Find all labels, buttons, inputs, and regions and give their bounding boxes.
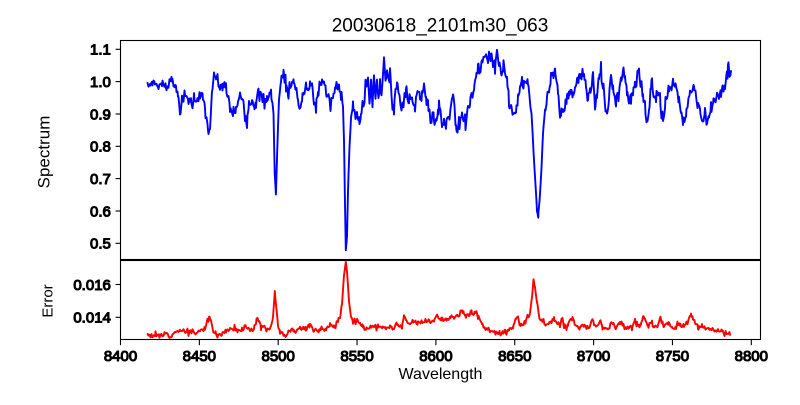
svg-text:Wavelength: Wavelength xyxy=(399,366,483,383)
svg-text:0.7: 0.7 xyxy=(90,171,111,188)
svg-text:8500: 8500 xyxy=(262,348,295,365)
svg-text:0.6: 0.6 xyxy=(90,203,111,220)
svg-text:0.5: 0.5 xyxy=(90,236,111,253)
svg-text:8450: 8450 xyxy=(183,348,216,365)
svg-text:8650: 8650 xyxy=(498,348,531,365)
svg-text:0.9: 0.9 xyxy=(90,106,111,123)
svg-text:1.1: 1.1 xyxy=(90,42,111,59)
svg-text:0.8: 0.8 xyxy=(90,139,111,156)
svg-text:20030618_2101m30_063: 20030618_2101m30_063 xyxy=(332,15,549,36)
svg-text:8800: 8800 xyxy=(735,348,768,365)
svg-text:8600: 8600 xyxy=(419,348,452,365)
svg-text:8550: 8550 xyxy=(340,348,373,365)
svg-text:8750: 8750 xyxy=(656,348,689,365)
svg-text:1.0: 1.0 xyxy=(90,74,111,91)
svg-text:0.014: 0.014 xyxy=(73,310,111,327)
svg-text:Error: Error xyxy=(40,284,57,317)
svg-text:8400: 8400 xyxy=(104,348,137,365)
svg-text:8700: 8700 xyxy=(577,348,610,365)
svg-text:Spectrum: Spectrum xyxy=(35,116,54,189)
svg-text:0.016: 0.016 xyxy=(73,277,111,294)
